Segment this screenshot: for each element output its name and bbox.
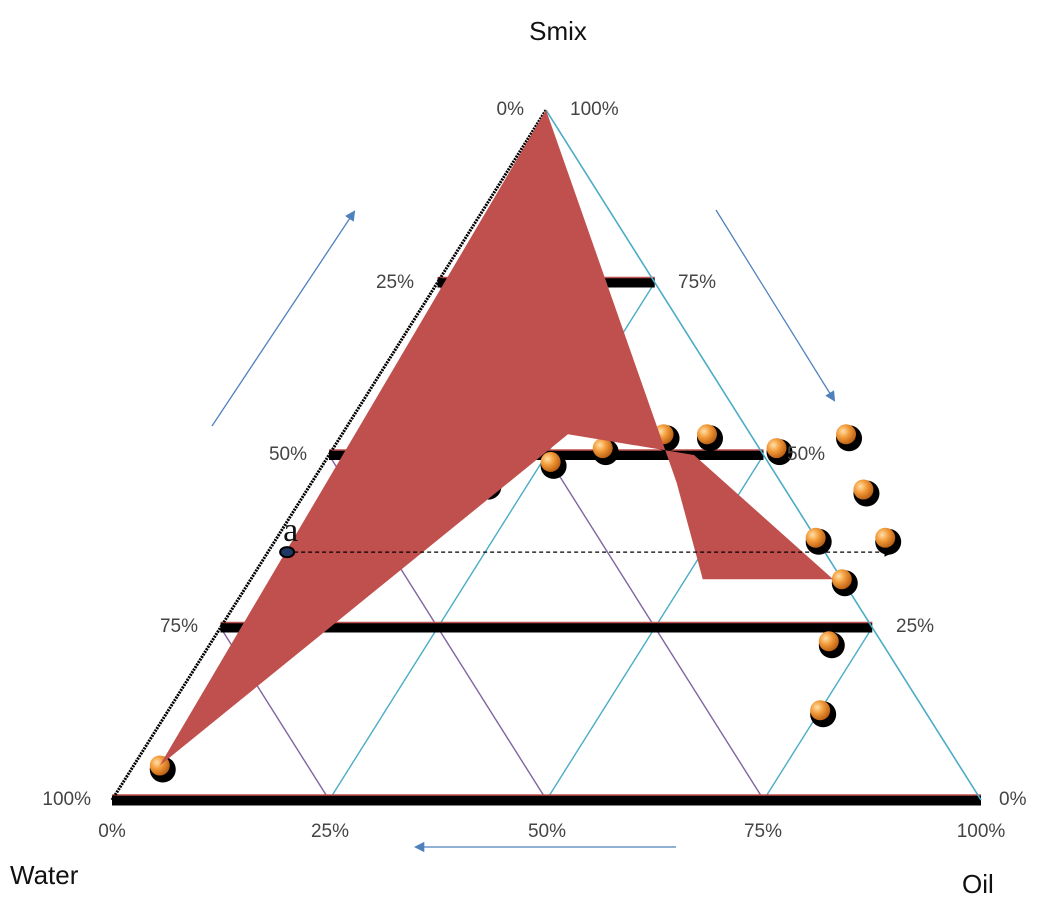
- data-point: [766, 438, 793, 466]
- data-point: [875, 527, 902, 555]
- triangle-right-side: [545, 109, 982, 801]
- tick-bottom-50: 50%: [528, 821, 566, 842]
- data-point: [805, 527, 832, 555]
- data-point-marker: [805, 527, 826, 548]
- data-point: [831, 569, 858, 597]
- annotation-a: a: [279, 512, 894, 559]
- data-point: [540, 451, 567, 479]
- data-point: [149, 755, 176, 783]
- data-point-marker: [831, 569, 852, 590]
- tick-right-25: 25%: [896, 616, 934, 637]
- tick-right-100: 100%: [570, 99, 619, 120]
- tick-left-0: 0%: [497, 99, 525, 120]
- data-point-marker: [766, 438, 787, 459]
- data-point-marker: [818, 631, 839, 652]
- data-point: [697, 424, 723, 452]
- microemulsion-region: [159, 110, 834, 766]
- tick-labels-left: 100% 75% 50% 25% 0%: [42, 99, 524, 810]
- data-point-marker: [592, 438, 613, 459]
- data-point: [818, 631, 845, 659]
- apex-label-oil: Oil: [962, 869, 994, 898]
- data-point-marker: [810, 700, 831, 721]
- annotation-point: [279, 546, 296, 559]
- tick-right-50: 50%: [787, 444, 825, 465]
- tick-right-75: 75%: [678, 272, 716, 293]
- tick-labels-right: 0% 25% 50% 75% 100%: [570, 99, 1027, 810]
- right-side-direction-arrow: [715, 209, 836, 402]
- data-point: [836, 424, 863, 452]
- tick-bottom-25: 25%: [311, 821, 349, 842]
- left-side-direction-arrow: [211, 210, 356, 427]
- data-point-marker: [853, 479, 874, 500]
- tick-left-100: 100%: [42, 789, 91, 810]
- data-point: [592, 438, 619, 466]
- data-point-marker: [836, 424, 857, 445]
- tick-left-50: 50%: [269, 444, 307, 465]
- data-point-marker: [540, 451, 561, 472]
- tick-left-75: 75%: [160, 616, 198, 637]
- tick-labels-bottom: 0% 25% 50% 75% 100%: [98, 821, 1005, 842]
- tick-bottom-0: 0%: [98, 821, 126, 842]
- apex-label-smix: Smix: [529, 16, 587, 46]
- data-point-marker: [875, 527, 896, 548]
- tick-left-25: 25%: [376, 272, 414, 293]
- data-point: [810, 700, 837, 728]
- data-point-marker: [697, 424, 717, 445]
- direction-arrows: [211, 209, 836, 853]
- triangle-outline: [110, 109, 982, 806]
- apex-label-water: Water: [10, 860, 79, 890]
- tick-bottom-75: 75%: [744, 821, 782, 842]
- tick-right-0: 0%: [999, 789, 1027, 810]
- tick-bottom-100: 100%: [957, 821, 1006, 842]
- triangle-left-side: [110, 109, 548, 801]
- data-point: [853, 479, 880, 507]
- annotation-label: a: [283, 512, 298, 549]
